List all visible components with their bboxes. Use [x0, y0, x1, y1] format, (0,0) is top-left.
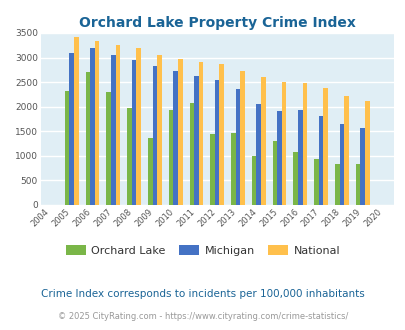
- Bar: [111, 55, 115, 205]
- Bar: [343, 96, 348, 205]
- Bar: [360, 128, 364, 205]
- Bar: [297, 111, 302, 205]
- Bar: [152, 66, 157, 205]
- Bar: [323, 88, 327, 205]
- Bar: [69, 52, 74, 205]
- Bar: [293, 152, 297, 205]
- Bar: [177, 59, 182, 205]
- Bar: [281, 82, 286, 205]
- Bar: [256, 104, 260, 205]
- Bar: [127, 108, 132, 205]
- Bar: [198, 62, 203, 205]
- Bar: [194, 76, 198, 205]
- Bar: [334, 164, 339, 205]
- Bar: [148, 138, 152, 205]
- Bar: [90, 48, 95, 205]
- Bar: [240, 71, 244, 205]
- Legend: Orchard Lake, Michigan, National: Orchard Lake, Michigan, National: [61, 241, 344, 260]
- Bar: [230, 133, 235, 205]
- Bar: [189, 103, 194, 205]
- Bar: [136, 48, 141, 205]
- Text: Crime Index corresponds to incidents per 100,000 inhabitants: Crime Index corresponds to incidents per…: [41, 289, 364, 299]
- Bar: [173, 71, 177, 205]
- Bar: [313, 159, 318, 205]
- Bar: [318, 116, 323, 205]
- Title: Orchard Lake Property Crime Index: Orchard Lake Property Crime Index: [79, 16, 355, 30]
- Bar: [251, 155, 256, 205]
- Bar: [157, 55, 161, 205]
- Bar: [115, 45, 120, 205]
- Bar: [214, 80, 219, 205]
- Bar: [106, 92, 111, 205]
- Bar: [277, 112, 281, 205]
- Bar: [85, 72, 90, 205]
- Bar: [168, 111, 173, 205]
- Bar: [364, 101, 369, 205]
- Bar: [95, 41, 99, 205]
- Bar: [132, 60, 136, 205]
- Bar: [210, 135, 214, 205]
- Bar: [235, 89, 240, 205]
- Bar: [260, 77, 265, 205]
- Bar: [339, 124, 343, 205]
- Bar: [65, 91, 69, 205]
- Bar: [272, 141, 277, 205]
- Bar: [355, 164, 360, 205]
- Bar: [302, 83, 307, 205]
- Text: © 2025 CityRating.com - https://www.cityrating.com/crime-statistics/: © 2025 CityRating.com - https://www.city…: [58, 312, 347, 321]
- Bar: [219, 64, 224, 205]
- Bar: [74, 37, 79, 205]
